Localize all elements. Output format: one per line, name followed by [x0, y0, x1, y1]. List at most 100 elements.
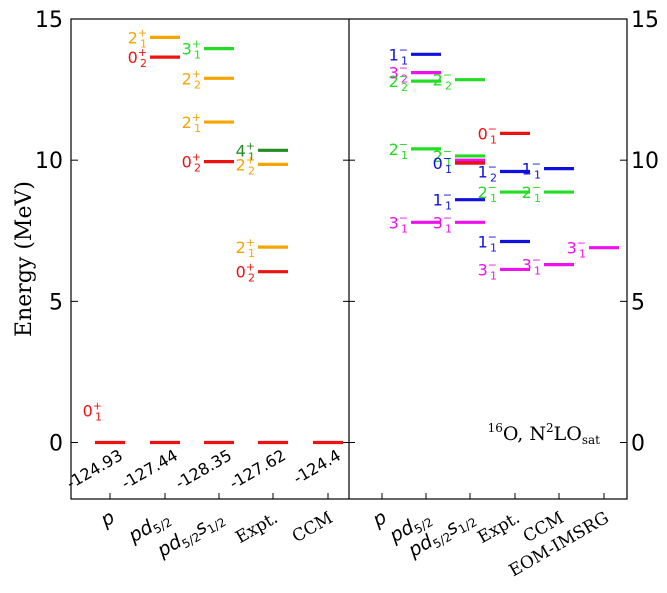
state-j: 2 [389, 72, 399, 91]
state-parity: + [246, 139, 255, 152]
cat-p: p [96, 506, 118, 532]
state-index: 1 [490, 192, 497, 205]
state-parity: + [138, 26, 147, 39]
state-parity: + [246, 153, 255, 166]
state-index: 2 [194, 162, 201, 175]
state-index: 2 [140, 57, 147, 70]
state-parity: + [192, 151, 201, 164]
state-label: 2− 2 [389, 70, 408, 94]
state-j: 0 [478, 124, 488, 143]
state-label: 1− 1 [522, 158, 541, 182]
state-index: 2 [248, 272, 255, 285]
y-tick-label-right: 5 [631, 290, 645, 315]
state-j: 0 [182, 153, 192, 172]
state-label: 0− 1 [478, 122, 497, 146]
state-label: 2− 1 [522, 181, 541, 205]
state-j: 3 [478, 260, 488, 279]
ann-sup2: 2 [546, 421, 554, 435]
state-label: 3−1 [522, 254, 541, 278]
state-j: 0 [83, 402, 93, 421]
y-tick-label-right: 10 [631, 149, 659, 174]
state-j: 0 [433, 154, 443, 173]
state-index: 1 [445, 156, 452, 169]
state-parity: + [192, 111, 201, 124]
state-label: 4+ 1 [236, 139, 255, 163]
x-tick-label: CCM [289, 508, 337, 547]
state-j: 3 [182, 40, 192, 59]
ann-sub: sat [582, 433, 600, 447]
state-parity: + [138, 46, 147, 59]
state-label: 0− 1 [433, 152, 452, 176]
state-parity: − [577, 237, 586, 250]
state-index: 1 [534, 265, 541, 278]
ann-el: O, N [503, 423, 546, 445]
state-label: 1− 1 [478, 230, 497, 254]
state-index: 1 [445, 222, 452, 235]
state-parity: − [488, 230, 497, 243]
x-tick-label-group: Expt. [474, 508, 523, 548]
state-parity: − [488, 181, 497, 194]
state-parity: − [399, 138, 408, 151]
state-label: 3− 2 [389, 62, 408, 86]
state-j: 2 [182, 69, 192, 88]
state-index: 2 [445, 80, 452, 93]
state-index: 1 [140, 37, 147, 50]
ann-lo: LO [554, 423, 582, 445]
y-tick-label-right: 0 [631, 432, 645, 457]
state-j: 2 [478, 183, 488, 202]
state-index: 1 [445, 163, 452, 176]
state-parity: − [532, 158, 541, 171]
state-label: 2− 1 [389, 138, 408, 162]
ground-energy-label: -127.44 [118, 446, 181, 493]
state-index: 1 [490, 241, 497, 254]
state-label: 0+ 2 [182, 151, 201, 175]
y-tick-label-left: 0 [49, 432, 63, 457]
state-j: 0 [236, 263, 246, 282]
state-label: 2− 1 [478, 181, 497, 205]
ann-sup: 16 [488, 421, 503, 435]
ground-energy-group: -124.93 [63, 446, 126, 493]
state-parity: − [399, 70, 408, 83]
state-label: 1− 1 [389, 43, 408, 67]
state-index: 1 [95, 411, 102, 424]
ground-energy-group: -127.44 [118, 446, 181, 493]
state-label: 2− 1 [433, 145, 452, 169]
panel-annotation: 16O, N2LOsat [488, 421, 601, 447]
state-j: 4 [236, 141, 246, 160]
x-tick-label: pd5/2s1/2 [153, 506, 229, 564]
x-tick-label-group: Expt. [232, 508, 281, 548]
state-parity: − [399, 211, 408, 224]
state-label: 3−1 [478, 258, 497, 282]
state-index: 1 [534, 192, 541, 205]
state-parity: − [532, 254, 541, 267]
state-j: 2 [433, 71, 443, 90]
state-j: 2 [182, 113, 192, 132]
state-parity: + [246, 236, 255, 249]
state-j: 3 [522, 256, 532, 275]
state-label: 0+ 2 [236, 261, 255, 285]
y-tick-label-right: 15 [631, 8, 659, 33]
state-j: 2 [522, 183, 532, 202]
state-j: 1 [389, 45, 399, 64]
state-j: 3 [567, 239, 577, 258]
state-j: 2 [128, 28, 138, 47]
state-index: 1 [194, 122, 201, 135]
state-index: 2 [401, 81, 408, 94]
state-parity: − [443, 69, 452, 82]
state-label: 2+ 2 [236, 153, 255, 177]
state-label: 0+ 2 [128, 46, 147, 70]
state-index: 2 [490, 171, 497, 184]
state-j: 0 [128, 48, 138, 67]
state-j: 2 [433, 147, 443, 166]
state-index: 1 [579, 248, 586, 261]
state-label: 2+ 1 [182, 111, 201, 135]
state-j: 1 [433, 191, 443, 210]
ground-energy-group: -124.4 [290, 446, 344, 488]
y-tick-label-left: 10 [35, 149, 63, 174]
state-parity: − [488, 160, 497, 173]
state-j: 3 [389, 64, 399, 83]
state-j: 3 [389, 213, 399, 232]
x-tick-label-group: CCM [289, 508, 337, 547]
state-j: 1 [478, 232, 488, 251]
